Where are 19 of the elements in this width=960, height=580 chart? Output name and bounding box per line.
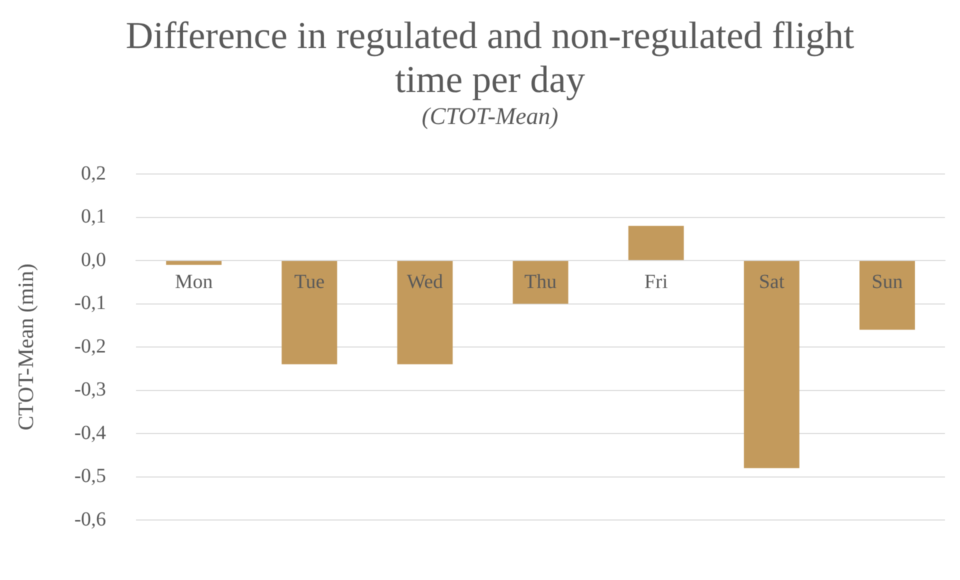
- x-tick-label: Fri: [644, 270, 668, 293]
- x-tick-label: Wed: [406, 270, 444, 293]
- y-tick-label: -0,2: [74, 335, 106, 358]
- chart-title: Difference in regulated and non-regulated flight time per day: [124, 14, 856, 102]
- x-tick-label: Tue: [294, 270, 325, 293]
- y-tick-label: 0,1: [81, 206, 106, 228]
- x-tick-label: Thu: [524, 270, 557, 293]
- y-tick-label: -0,3: [74, 378, 106, 400]
- x-tick-label: Sun: [872, 270, 903, 293]
- y-tick-label: -0,6: [74, 508, 106, 530]
- y-tick-label: 0,0: [81, 248, 106, 271]
- y-tick-label: 0,2: [81, 162, 106, 184]
- y-tick-label: -0,1: [74, 292, 106, 314]
- chart-subtitle: (CTOT-Mean): [420, 103, 560, 132]
- x-tick-label: Sat: [758, 270, 785, 293]
- y-tick-label: -0,4: [74, 422, 106, 444]
- x-tick-label: Mon: [174, 270, 213, 293]
- y-tick-label: -0,5: [74, 465, 106, 487]
- y-axis-title: CTOT-Mean (min): [12, 264, 38, 430]
